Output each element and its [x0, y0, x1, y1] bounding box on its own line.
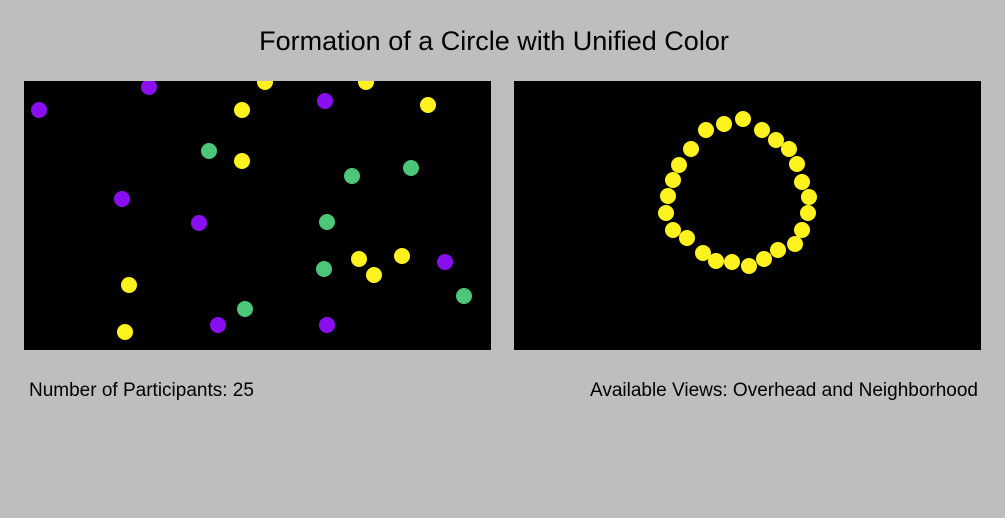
circle-agent-dot-yellow-7 — [781, 141, 797, 157]
agent-dot-purple-13 — [191, 215, 207, 231]
circle-agent-dot-yellow-10 — [665, 172, 681, 188]
agent-dot-yellow-3 — [257, 81, 273, 90]
circle-agent-dot-yellow-25 — [741, 258, 757, 274]
agent-dot-yellow-6 — [234, 102, 250, 118]
circle-agent-dot-yellow-13 — [801, 189, 817, 205]
circle-agent-dot-yellow-4 — [698, 122, 714, 138]
agent-dot-green-21 — [456, 288, 472, 304]
agent-dot-green-22 — [237, 301, 253, 317]
agent-dot-purple-24 — [319, 317, 335, 333]
agent-dot-purple-17 — [437, 254, 453, 270]
agent-dot-yellow-16 — [351, 251, 367, 267]
agent-dot-purple-12 — [114, 191, 130, 207]
circle-agent-dot-yellow-19 — [787, 236, 803, 252]
circle-agent-dot-yellow-3 — [754, 122, 770, 138]
agent-dot-purple-5 — [317, 93, 333, 109]
agent-dot-purple-1 — [31, 102, 47, 118]
agent-dot-yellow-9 — [234, 153, 250, 169]
agent-dot-yellow-25 — [117, 324, 133, 340]
agent-dot-green-18 — [316, 261, 332, 277]
available-views-label: Available Views: Overhead and Neighborho… — [589, 380, 978, 401]
circle-agent-dot-yellow-14 — [658, 205, 674, 221]
circle-agent-dot-yellow-24 — [724, 254, 740, 270]
circle-agent-dot-yellow-2 — [716, 116, 732, 132]
agent-dot-green-14 — [319, 214, 335, 230]
circle-agent-dot-yellow-17 — [794, 222, 810, 238]
neighborhood-view-panel — [514, 81, 981, 350]
circle-formation-canvas — [658, 111, 817, 274]
agent-dot-purple-2 — [141, 81, 157, 95]
circle-agent-dot-yellow-20 — [695, 245, 711, 261]
circle-agent-dot-yellow-16 — [665, 222, 681, 238]
circle-agent-dot-yellow-21 — [770, 242, 786, 258]
agent-dot-yellow-15 — [394, 248, 410, 264]
circle-agent-dot-yellow-15 — [800, 205, 816, 221]
circle-agent-dot-yellow-18 — [679, 230, 695, 246]
circle-agent-dot-yellow-5 — [768, 132, 784, 148]
circle-agent-dot-yellow-1 — [735, 111, 751, 127]
agent-dot-purple-23 — [210, 317, 226, 333]
agent-dot-yellow-4 — [358, 81, 374, 90]
agent-dot-yellow-19 — [366, 267, 382, 283]
circle-agent-dot-yellow-12 — [660, 188, 676, 204]
circle-agent-dot-yellow-6 — [683, 141, 699, 157]
agent-dot-yellow-20 — [121, 277, 137, 293]
circle-agent-dot-yellow-22 — [708, 253, 724, 269]
overhead-view-panel — [24, 81, 491, 350]
circle-agent-dot-yellow-11 — [794, 174, 810, 190]
agent-dot-yellow-7 — [420, 97, 436, 113]
scattered-agents-canvas — [31, 81, 472, 340]
circle-agent-dot-yellow-9 — [789, 156, 805, 172]
agent-dot-green-10 — [403, 160, 419, 176]
page-title: Formation of a Circle with Unified Color — [259, 26, 729, 56]
circle-agent-dot-yellow-23 — [756, 251, 772, 267]
agent-dot-green-11 — [344, 168, 360, 184]
circle-agent-dot-yellow-8 — [671, 157, 687, 173]
participants-count-label: Number of Participants: 25 — [29, 380, 254, 401]
agent-dot-green-8 — [201, 143, 217, 159]
